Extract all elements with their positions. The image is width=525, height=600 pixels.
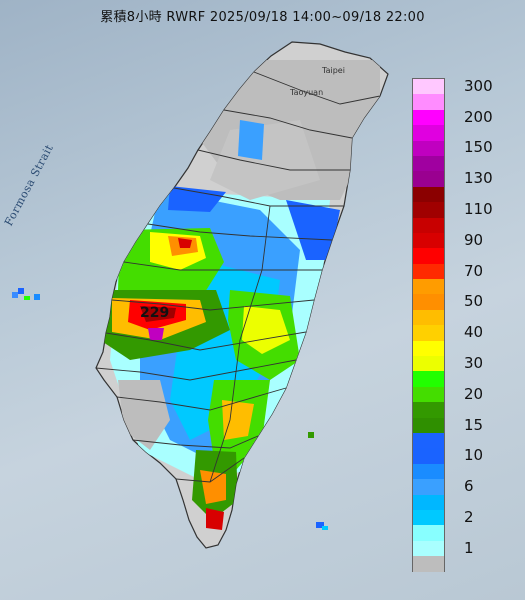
legend-bin [413,94,444,110]
legend-label: 150 [464,138,493,157]
offshore-echo [12,292,18,298]
legend-bin [413,279,444,295]
legend-label: 300 [464,76,493,95]
legend-bin [413,186,444,203]
color-legend: 300 200 150 130 110 90 70 50 40 30 20 15 10 6 2 1 [412,76,522,572]
legend-bin [413,309,444,326]
legend-color-bar [412,78,445,572]
legend-label: 6 [464,477,474,496]
rain-zone-50mm [200,470,226,504]
legend-bin [413,371,444,387]
rain-zone-10mm [168,186,226,212]
offshore-echo [316,522,324,528]
rain-zone-110mm [140,306,176,322]
legend-bin [413,232,444,249]
legend-bin [413,263,444,280]
legend-bin [413,432,444,449]
offshore-echo [18,288,24,294]
offshore-echo [308,432,314,438]
legend-label: 70 [464,261,484,280]
peak-value-label: 229 [140,305,170,321]
legend-bin [413,463,444,480]
legend-label: 2 [464,507,474,526]
legend-label: 40 [464,323,484,342]
legend-bin [413,417,444,433]
legend-bin [413,325,444,341]
rain-zone-10mm [286,200,340,260]
legend-label: 10 [464,446,484,465]
legend-bin [413,556,444,572]
map-title: 累積8小時 RWRF 2025/09/18 14:00~09/18 22:00 [100,10,425,25]
legend-label: 110 [464,199,493,218]
city-label-taipei: Taipei [322,66,345,75]
legend-bin [413,386,444,403]
offshore-echo [34,294,40,300]
legend-bin [413,448,444,464]
rain-zone-90mm [178,238,192,248]
legend-label: 1 [464,538,474,557]
legend-label: 200 [464,107,493,126]
legend-bin [413,340,444,357]
legend-label: 50 [464,292,484,311]
legend-label: 20 [464,384,484,403]
legend-bin [413,494,444,510]
rain-zone-6mm [238,120,264,160]
rain-zone-150mm [148,328,164,340]
offshore-echo [322,526,328,530]
no-rain-zone [210,120,320,200]
legend-bin [413,125,444,141]
rain-zone-90mm [206,508,224,530]
rain-zone-30mm [242,306,290,354]
legend-bin [413,79,444,95]
city-label-taoyuan: Taoyuan [290,88,324,97]
legend-label: 15 [464,415,484,434]
offshore-echo [24,296,30,300]
legend-bin [413,248,444,264]
legend-bin [413,217,444,233]
legend-bin [413,171,444,187]
legend-bin [413,525,444,541]
legend-bin [413,155,444,172]
legend-label: 30 [464,353,484,372]
legend-bin [413,202,444,218]
legend-bin [413,402,444,418]
legend-bin [413,509,444,526]
legend-bin [413,109,444,126]
legend-bin [413,540,444,557]
legend-label: 90 [464,230,484,249]
legend-bin [413,356,444,372]
rain-zone-40mm [222,400,254,440]
rain-zone-no-data-south [118,380,170,450]
legend-bin [413,140,444,156]
legend-bin [413,294,444,310]
legend-label: 130 [464,169,493,188]
county-boundaries [95,71,381,483]
legend-bin [413,479,444,495]
